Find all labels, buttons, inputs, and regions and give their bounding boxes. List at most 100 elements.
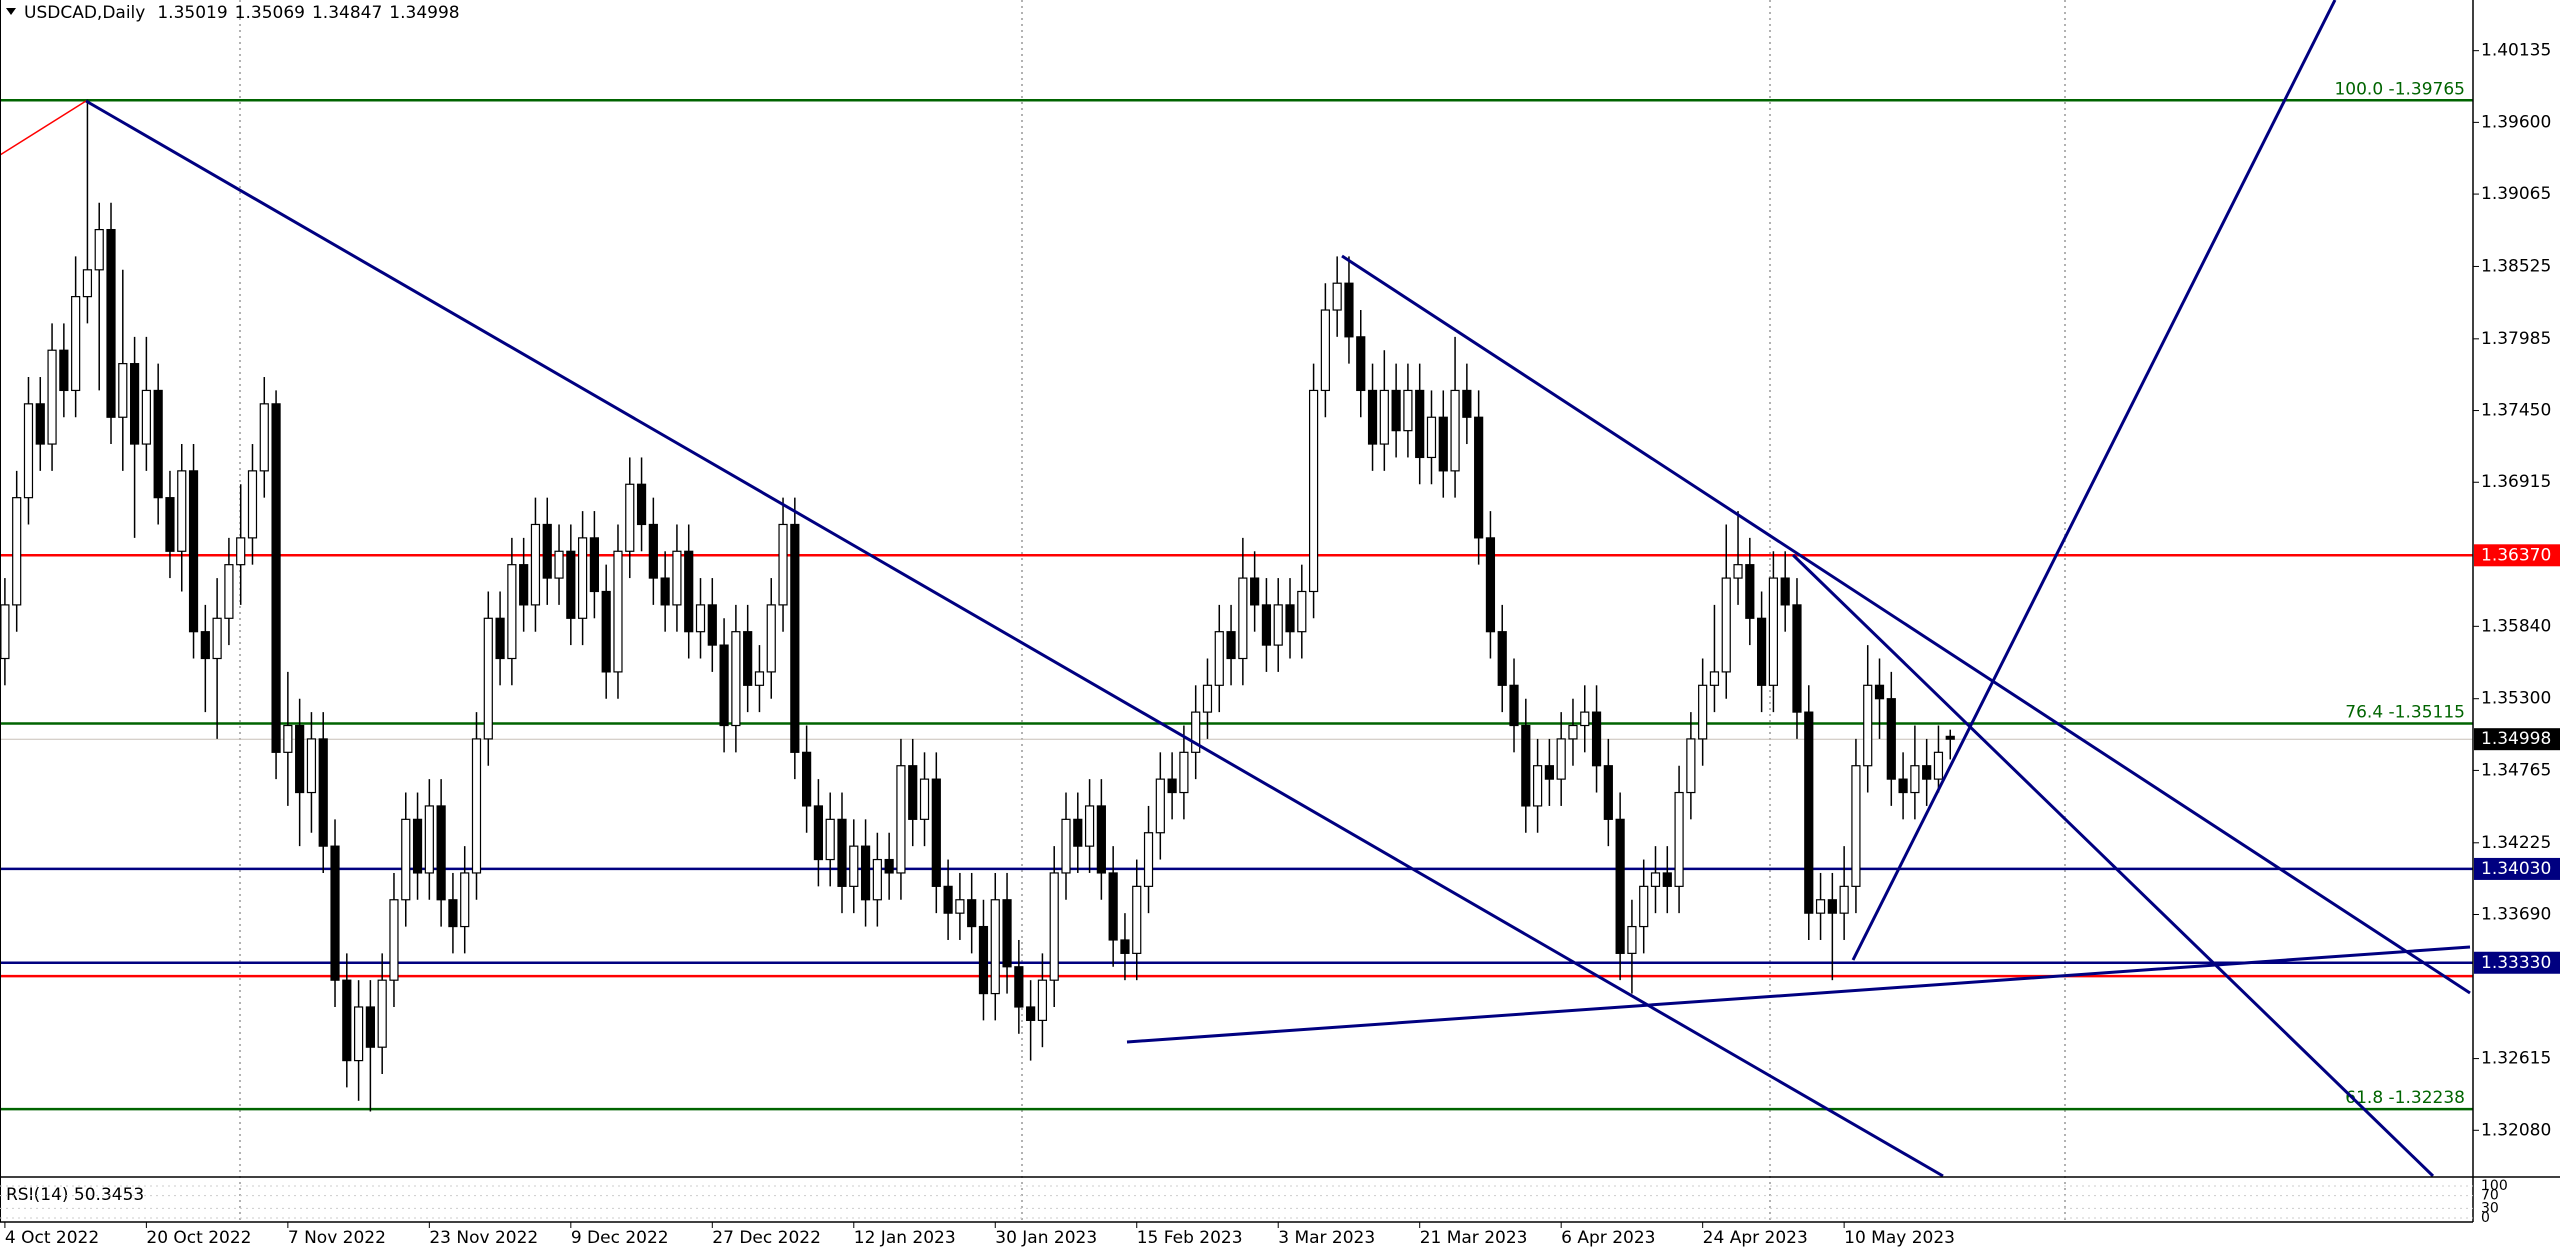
candle-body xyxy=(1544,765,1554,780)
high-value: 1.35069 xyxy=(235,3,305,23)
candle-body xyxy=(1191,711,1201,753)
x-tick-label: 30 Jan 2023 xyxy=(995,1228,1097,1248)
candle-body xyxy=(719,644,729,727)
candle-body xyxy=(342,979,352,1062)
candle-body xyxy=(247,470,258,539)
candle-body xyxy=(436,805,446,901)
candle-body xyxy=(118,363,128,418)
candle-body xyxy=(1615,818,1625,954)
candle-body xyxy=(1485,537,1496,633)
candle-body xyxy=(271,403,281,753)
price-label-box xyxy=(2474,857,2560,880)
candle-body xyxy=(1768,577,1779,686)
candle-body xyxy=(1874,684,1885,700)
candle-body xyxy=(1108,872,1118,941)
candle-body xyxy=(177,470,187,552)
x-tick-label: 12 Jan 2023 xyxy=(854,1228,956,1248)
candle-body xyxy=(1721,577,1731,673)
candle-body xyxy=(1344,282,1354,338)
candle-body xyxy=(23,403,34,499)
candle-body xyxy=(1037,979,1048,1021)
candle-body xyxy=(1839,885,1849,914)
y-tick-label: 1.36915 xyxy=(2481,472,2551,492)
candle-body xyxy=(1745,564,1755,619)
candles xyxy=(0,99,1955,1112)
candle-body xyxy=(1073,818,1083,847)
candle-body xyxy=(566,550,576,619)
candle-body xyxy=(1426,416,1437,459)
header: USDCAD,Daily 1.35019 1.35069 1.34847 1.34998 xyxy=(6,3,460,23)
last-price-label: 1.34998 xyxy=(2481,729,2551,749)
candle-body xyxy=(1379,389,1389,445)
rsi-tick-label: 0 xyxy=(2481,1210,2490,1226)
candle-body xyxy=(636,483,647,526)
candle-body xyxy=(1674,791,1684,887)
y-tick-label: 1.35840 xyxy=(2481,616,2551,636)
candle-body xyxy=(224,564,234,619)
candle-body xyxy=(1061,818,1071,874)
header-text: USDCAD,Daily 1.35019 1.35069 1.34847 1.34998 xyxy=(24,3,460,23)
candle-body xyxy=(1320,309,1330,392)
candle-body xyxy=(1438,416,1448,472)
candle-body xyxy=(129,363,140,445)
candle-body xyxy=(1261,604,1272,646)
candle-body xyxy=(1792,604,1802,713)
candle-body xyxy=(401,818,411,901)
candle-body xyxy=(1591,711,1602,767)
candle-body xyxy=(849,845,859,887)
candle-body xyxy=(660,577,670,606)
candle-body xyxy=(283,724,293,753)
price-label: 1.33330 xyxy=(2481,953,2551,973)
rsi-tick-label: 100 xyxy=(2481,1178,2508,1194)
trend-line xyxy=(1791,553,2435,1178)
candle-body xyxy=(295,724,305,794)
candle-body xyxy=(1521,724,1531,807)
candle-body xyxy=(1532,765,1543,807)
x-tick-label: 23 Nov 2022 xyxy=(429,1228,538,1248)
y-tick-label: 1.35300 xyxy=(2481,689,2551,709)
y-tick-label: 1.33690 xyxy=(2481,905,2551,925)
candle-body xyxy=(778,523,788,606)
fibo-label: 61.8 -1.32238 xyxy=(2345,1088,2465,1108)
candle-body xyxy=(1450,389,1460,472)
trend-lines xyxy=(0,0,2471,1178)
candle-body xyxy=(1179,751,1189,794)
candle-body xyxy=(1356,336,1366,392)
candle-body xyxy=(896,765,906,874)
candle-body xyxy=(1709,671,1720,686)
candle-body xyxy=(412,818,423,874)
x-tick-label: 10 May 2023 xyxy=(1844,1228,1955,1248)
candle-body xyxy=(1096,805,1106,874)
candle-body xyxy=(1815,899,1826,914)
candle-body xyxy=(1851,765,1861,887)
candle-body xyxy=(1226,631,1236,660)
candle-body xyxy=(507,564,517,660)
fibo-label: 76.4 -1.35115 xyxy=(2345,703,2465,723)
x-tick-label: 27 Dec 2022 xyxy=(712,1228,821,1248)
candle-body xyxy=(94,228,104,271)
x-tick-label: 3 Mar 2023 xyxy=(1278,1228,1375,1248)
candle-body xyxy=(837,818,847,887)
candle-body xyxy=(860,845,871,901)
candle-body xyxy=(613,550,623,673)
candle-body xyxy=(648,523,658,579)
x-tick-label: 4 Oct 2022 xyxy=(5,1228,99,1248)
menu-triangle[interactable] xyxy=(6,8,16,15)
close-value: 1.34998 xyxy=(389,3,459,23)
candle-body xyxy=(1167,778,1177,794)
candle-body xyxy=(825,818,835,861)
candle-body xyxy=(1922,765,1932,780)
price-label: 1.34030 xyxy=(2481,859,2551,879)
x-tick-label: 24 Apr 2023 xyxy=(1703,1228,1808,1248)
candle-body xyxy=(919,778,930,820)
y-tick-label: 1.39065 xyxy=(2481,184,2551,204)
candle-body xyxy=(330,845,340,981)
candle-body xyxy=(1143,832,1154,887)
candle-body xyxy=(1698,684,1708,740)
candle-body xyxy=(1497,631,1507,686)
candle-body xyxy=(1933,751,1944,780)
candle-body xyxy=(259,403,269,472)
candle-body xyxy=(1308,389,1319,593)
rsi-tick-label: 70 xyxy=(2481,1188,2499,1204)
